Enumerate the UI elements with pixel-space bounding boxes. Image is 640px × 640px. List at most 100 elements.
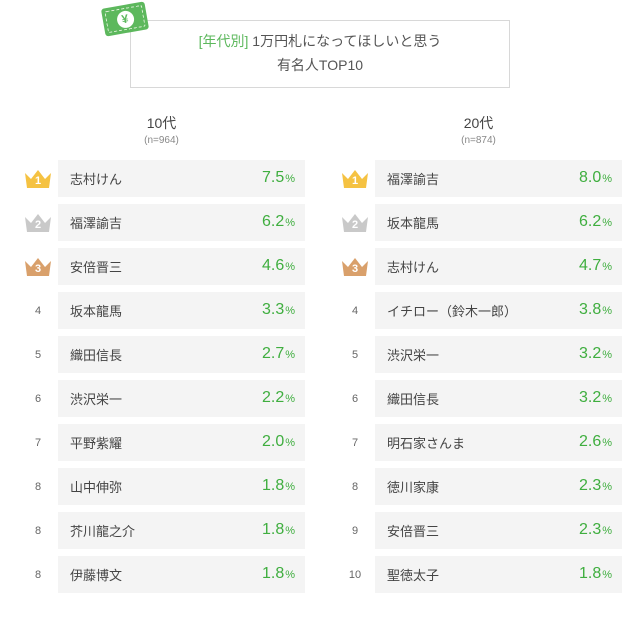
header-line1: [年代別] 1万円札になってほしいと思う <box>149 31 491 51</box>
rank-number: 4 <box>352 305 358 317</box>
column-header: 10代 (n=964) <box>18 113 305 146</box>
person-name: 芥川龍之介 <box>58 512 243 549</box>
percentage-unit: % <box>602 437 612 449</box>
header-line2: 有名人TOP10 <box>149 55 491 75</box>
person-name: 織田信長 <box>58 336 243 373</box>
person-name: 安倍晋三 <box>375 512 560 549</box>
percentage-cell: 2.7% <box>243 336 305 373</box>
percentage-unit: % <box>285 437 295 449</box>
ranking-row: 8 芥川龍之介 1.8% <box>18 512 305 549</box>
ranking-row: 7平野紫耀2.0% <box>18 424 305 461</box>
percentage-value: 2.0 <box>262 433 284 451</box>
rank-cell: 1 <box>335 165 375 193</box>
rank-cell: 7 <box>335 437 375 449</box>
percentage-value: 2.3 <box>579 521 601 539</box>
person-name: 織田信長 <box>375 380 560 417</box>
rank-cell: 1 <box>18 165 58 193</box>
header-prefix: [年代別] <box>199 33 249 49</box>
rank-number: 8 <box>352 481 358 493</box>
column-title: 20代 <box>335 113 622 133</box>
rank-number: 8 <box>35 525 41 537</box>
ranking-column: 20代 (n=874) 1福澤諭吉8.0% 2坂本龍馬6.2% 3志村けん4.7… <box>335 113 622 600</box>
percentage-unit: % <box>285 261 295 273</box>
rank-number: 4 <box>35 305 41 317</box>
percentage-value: 6.2 <box>579 213 601 231</box>
rank-number: 3 <box>22 263 54 275</box>
rank-number: 8 <box>35 569 41 581</box>
percentage-cell: 8.0% <box>560 160 622 197</box>
person-name: 明石家さんま <box>375 424 560 461</box>
ranking-row: 8伊藤博文1.8% <box>18 556 305 593</box>
rank-cell: 4 <box>18 305 58 317</box>
percentage-unit: % <box>602 393 612 405</box>
rank-cell: 2 <box>335 209 375 237</box>
rank-cell: 3 <box>18 253 58 281</box>
money-icon: ¥ <box>101 1 149 36</box>
rank-number: 10 <box>349 569 361 581</box>
crown-icon: 3 <box>339 253 371 281</box>
percentage-unit: % <box>285 173 295 185</box>
rank-number: 6 <box>35 393 41 405</box>
percentage-cell: 2.3% <box>560 512 622 549</box>
ranking-row: 3志村けん4.7% <box>335 248 622 285</box>
ranking-row: 2福澤諭吉6.2% <box>18 204 305 241</box>
ranking-row: 2坂本龍馬6.2% <box>335 204 622 241</box>
percentage-unit: % <box>602 525 612 537</box>
percentage-value: 4.7 <box>579 257 601 275</box>
rank-cell: 9 <box>335 525 375 537</box>
rank-number: 1 <box>339 175 371 187</box>
ranking-row: 5渋沢栄一3.2% <box>335 336 622 373</box>
percentage-unit: % <box>285 569 295 581</box>
crown-icon: 2 <box>22 209 54 237</box>
percentage-value: 7.5 <box>262 169 284 187</box>
rank-cell: 5 <box>335 349 375 361</box>
rank-cell: 4 <box>335 305 375 317</box>
rank-number: 5 <box>352 349 358 361</box>
rank-cell: 6 <box>18 393 58 405</box>
column-sample-size: (n=964) <box>18 135 305 146</box>
percentage-value: 1.8 <box>262 477 284 495</box>
rank-cell: 8 <box>18 481 58 493</box>
rank-cell: 8 <box>335 481 375 493</box>
person-name: 平野紫耀 <box>58 424 243 461</box>
percentage-cell: 6.2% <box>243 204 305 241</box>
percentage-value: 4.6 <box>262 257 284 275</box>
columns-container: 10代 (n=964) 1志村けん7.5% 2福澤諭吉6.2% 3安倍晋三4.6… <box>0 113 640 600</box>
percentage-cell: 1.8% <box>243 468 305 505</box>
percentage-cell: 3.2% <box>560 380 622 417</box>
percentage-cell: 2.6% <box>560 424 622 461</box>
person-name: 福澤諭吉 <box>58 204 243 241</box>
rank-number: 7 <box>352 437 358 449</box>
ranking-row: 3安倍晋三4.6% <box>18 248 305 285</box>
header-line1-rest: 1万円札になってほしいと思う <box>248 33 441 49</box>
percentage-cell: 3.8% <box>560 292 622 329</box>
rank-number: 8 <box>35 481 41 493</box>
percentage-value: 1.8 <box>262 521 284 539</box>
percentage-cell: 2.3% <box>560 468 622 505</box>
crown-icon: 1 <box>339 165 371 193</box>
percentage-unit: % <box>602 173 612 185</box>
rank-number: 2 <box>339 219 371 231</box>
ranking-column: 10代 (n=964) 1志村けん7.5% 2福澤諭吉6.2% 3安倍晋三4.6… <box>18 113 305 600</box>
rank-number: 5 <box>35 349 41 361</box>
yen-symbol: ¥ <box>115 9 135 29</box>
ranking-row: 1志村けん7.5% <box>18 160 305 197</box>
rank-number: 1 <box>22 175 54 187</box>
rank-cell: 3 <box>335 253 375 281</box>
percentage-unit: % <box>602 481 612 493</box>
header-box: ¥ [年代別] 1万円札になってほしいと思う 有名人TOP10 <box>130 20 510 88</box>
percentage-value: 3.2 <box>579 345 601 363</box>
person-name: イチロー（鈴木一郎） <box>375 292 560 329</box>
crown-icon: 3 <box>22 253 54 281</box>
person-name: 福澤諭吉 <box>375 160 560 197</box>
percentage-cell: 4.6% <box>243 248 305 285</box>
percentage-unit: % <box>285 525 295 537</box>
person-name: 山中伸弥 <box>58 468 243 505</box>
crown-icon: 1 <box>22 165 54 193</box>
person-name: 伊藤博文 <box>58 556 243 593</box>
percentage-cell: 3.3% <box>243 292 305 329</box>
person-name: 安倍晋三 <box>58 248 243 285</box>
rank-cell: 2 <box>18 209 58 237</box>
percentage-cell: 2.0% <box>243 424 305 461</box>
ranking-row: 10聖徳太子1.8% <box>335 556 622 593</box>
